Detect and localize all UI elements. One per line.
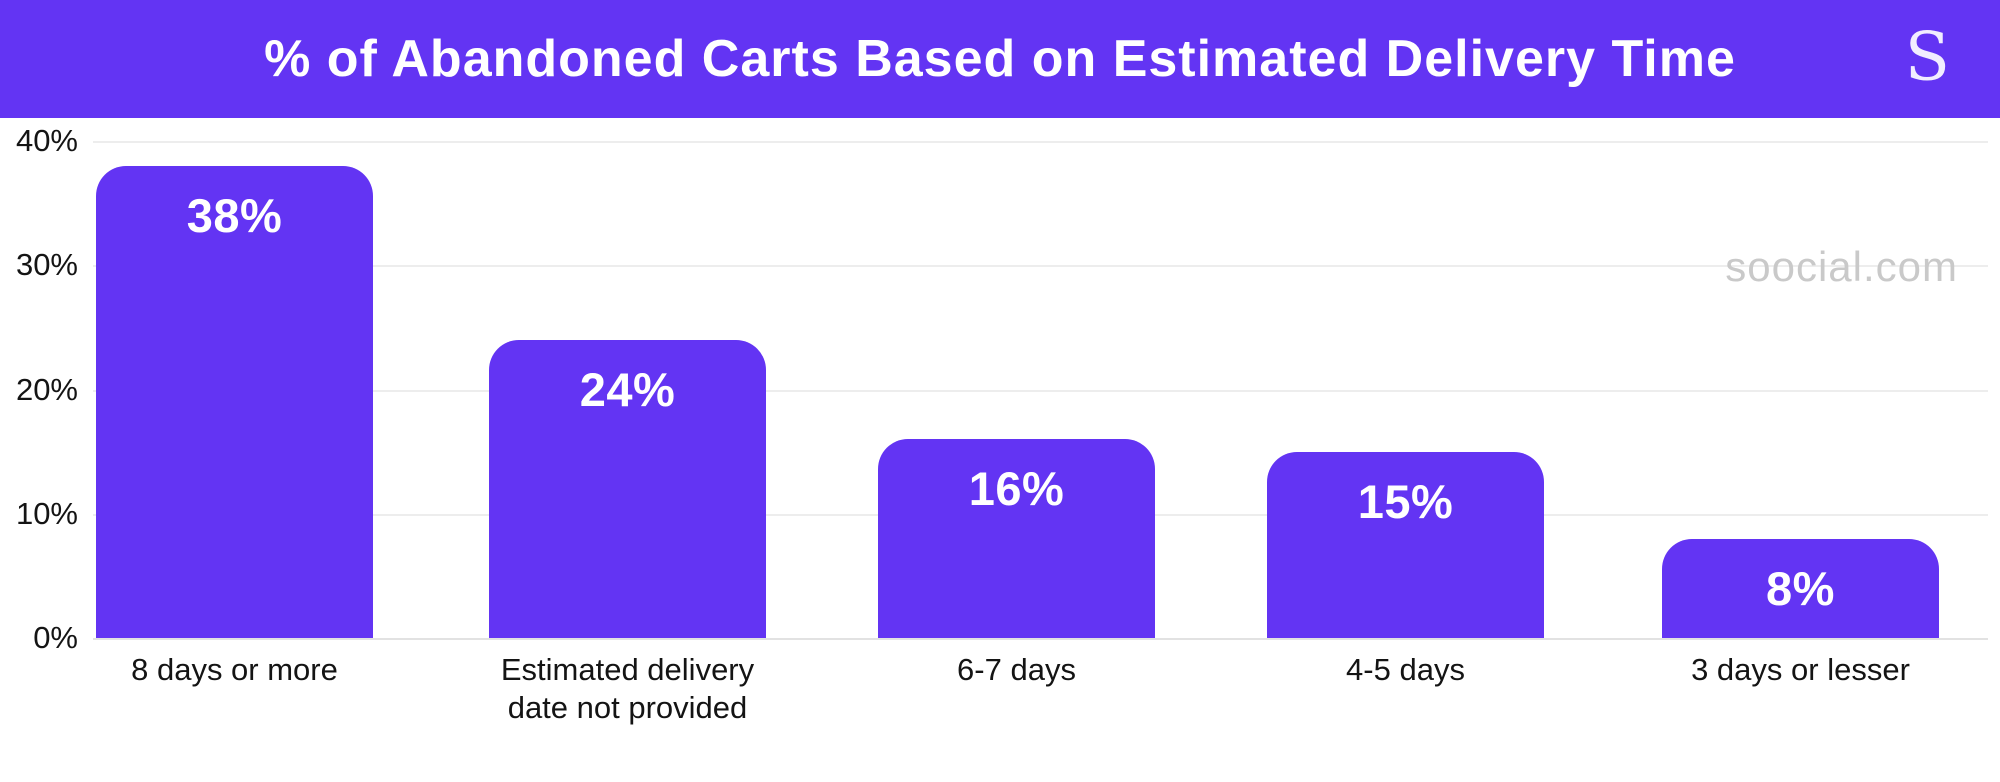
bar-value-label: 15%	[1357, 474, 1454, 528]
x-axis-label: Estimated delivery date not provided	[500, 652, 755, 725]
x-axis-label: 6-7 days	[957, 652, 1076, 687]
bar: 38%	[96, 165, 373, 638]
bar: 16%	[878, 439, 1155, 638]
bar-value-label: 8%	[1766, 561, 1835, 615]
bar-value-label: 16%	[968, 462, 1065, 516]
bar: 8%	[1662, 538, 1939, 638]
header-banner: % of Abandoned Carts Based on Estimated …	[0, 0, 2000, 118]
chart-title: % of Abandoned Carts Based on Estimated …	[264, 30, 1736, 88]
soocial-logo-icon: S	[1904, 18, 1950, 96]
x-axis-label: 8 days or more	[131, 652, 338, 687]
y-tick-label: 0%	[33, 620, 78, 655]
gridline-40	[93, 141, 1988, 143]
x-axis-label: 4-5 days	[1346, 652, 1465, 687]
bar-value-label: 38%	[186, 188, 283, 242]
bar: 24%	[489, 339, 766, 638]
x-axis-label: 3 days or lesser	[1691, 652, 1910, 687]
gridline-0	[93, 638, 1988, 640]
y-tick-label: 40%	[15, 123, 78, 158]
watermark: soocial.com	[1725, 243, 1958, 290]
bar-value-label: 24%	[579, 362, 676, 416]
y-tick-label: 10%	[15, 495, 78, 531]
gridline-30	[93, 265, 1988, 268]
y-tick-label: 30%	[15, 247, 78, 283]
y-tick-label: 20%	[15, 371, 78, 407]
bar: 15%	[1267, 451, 1544, 638]
gridline-20	[93, 389, 1988, 392]
